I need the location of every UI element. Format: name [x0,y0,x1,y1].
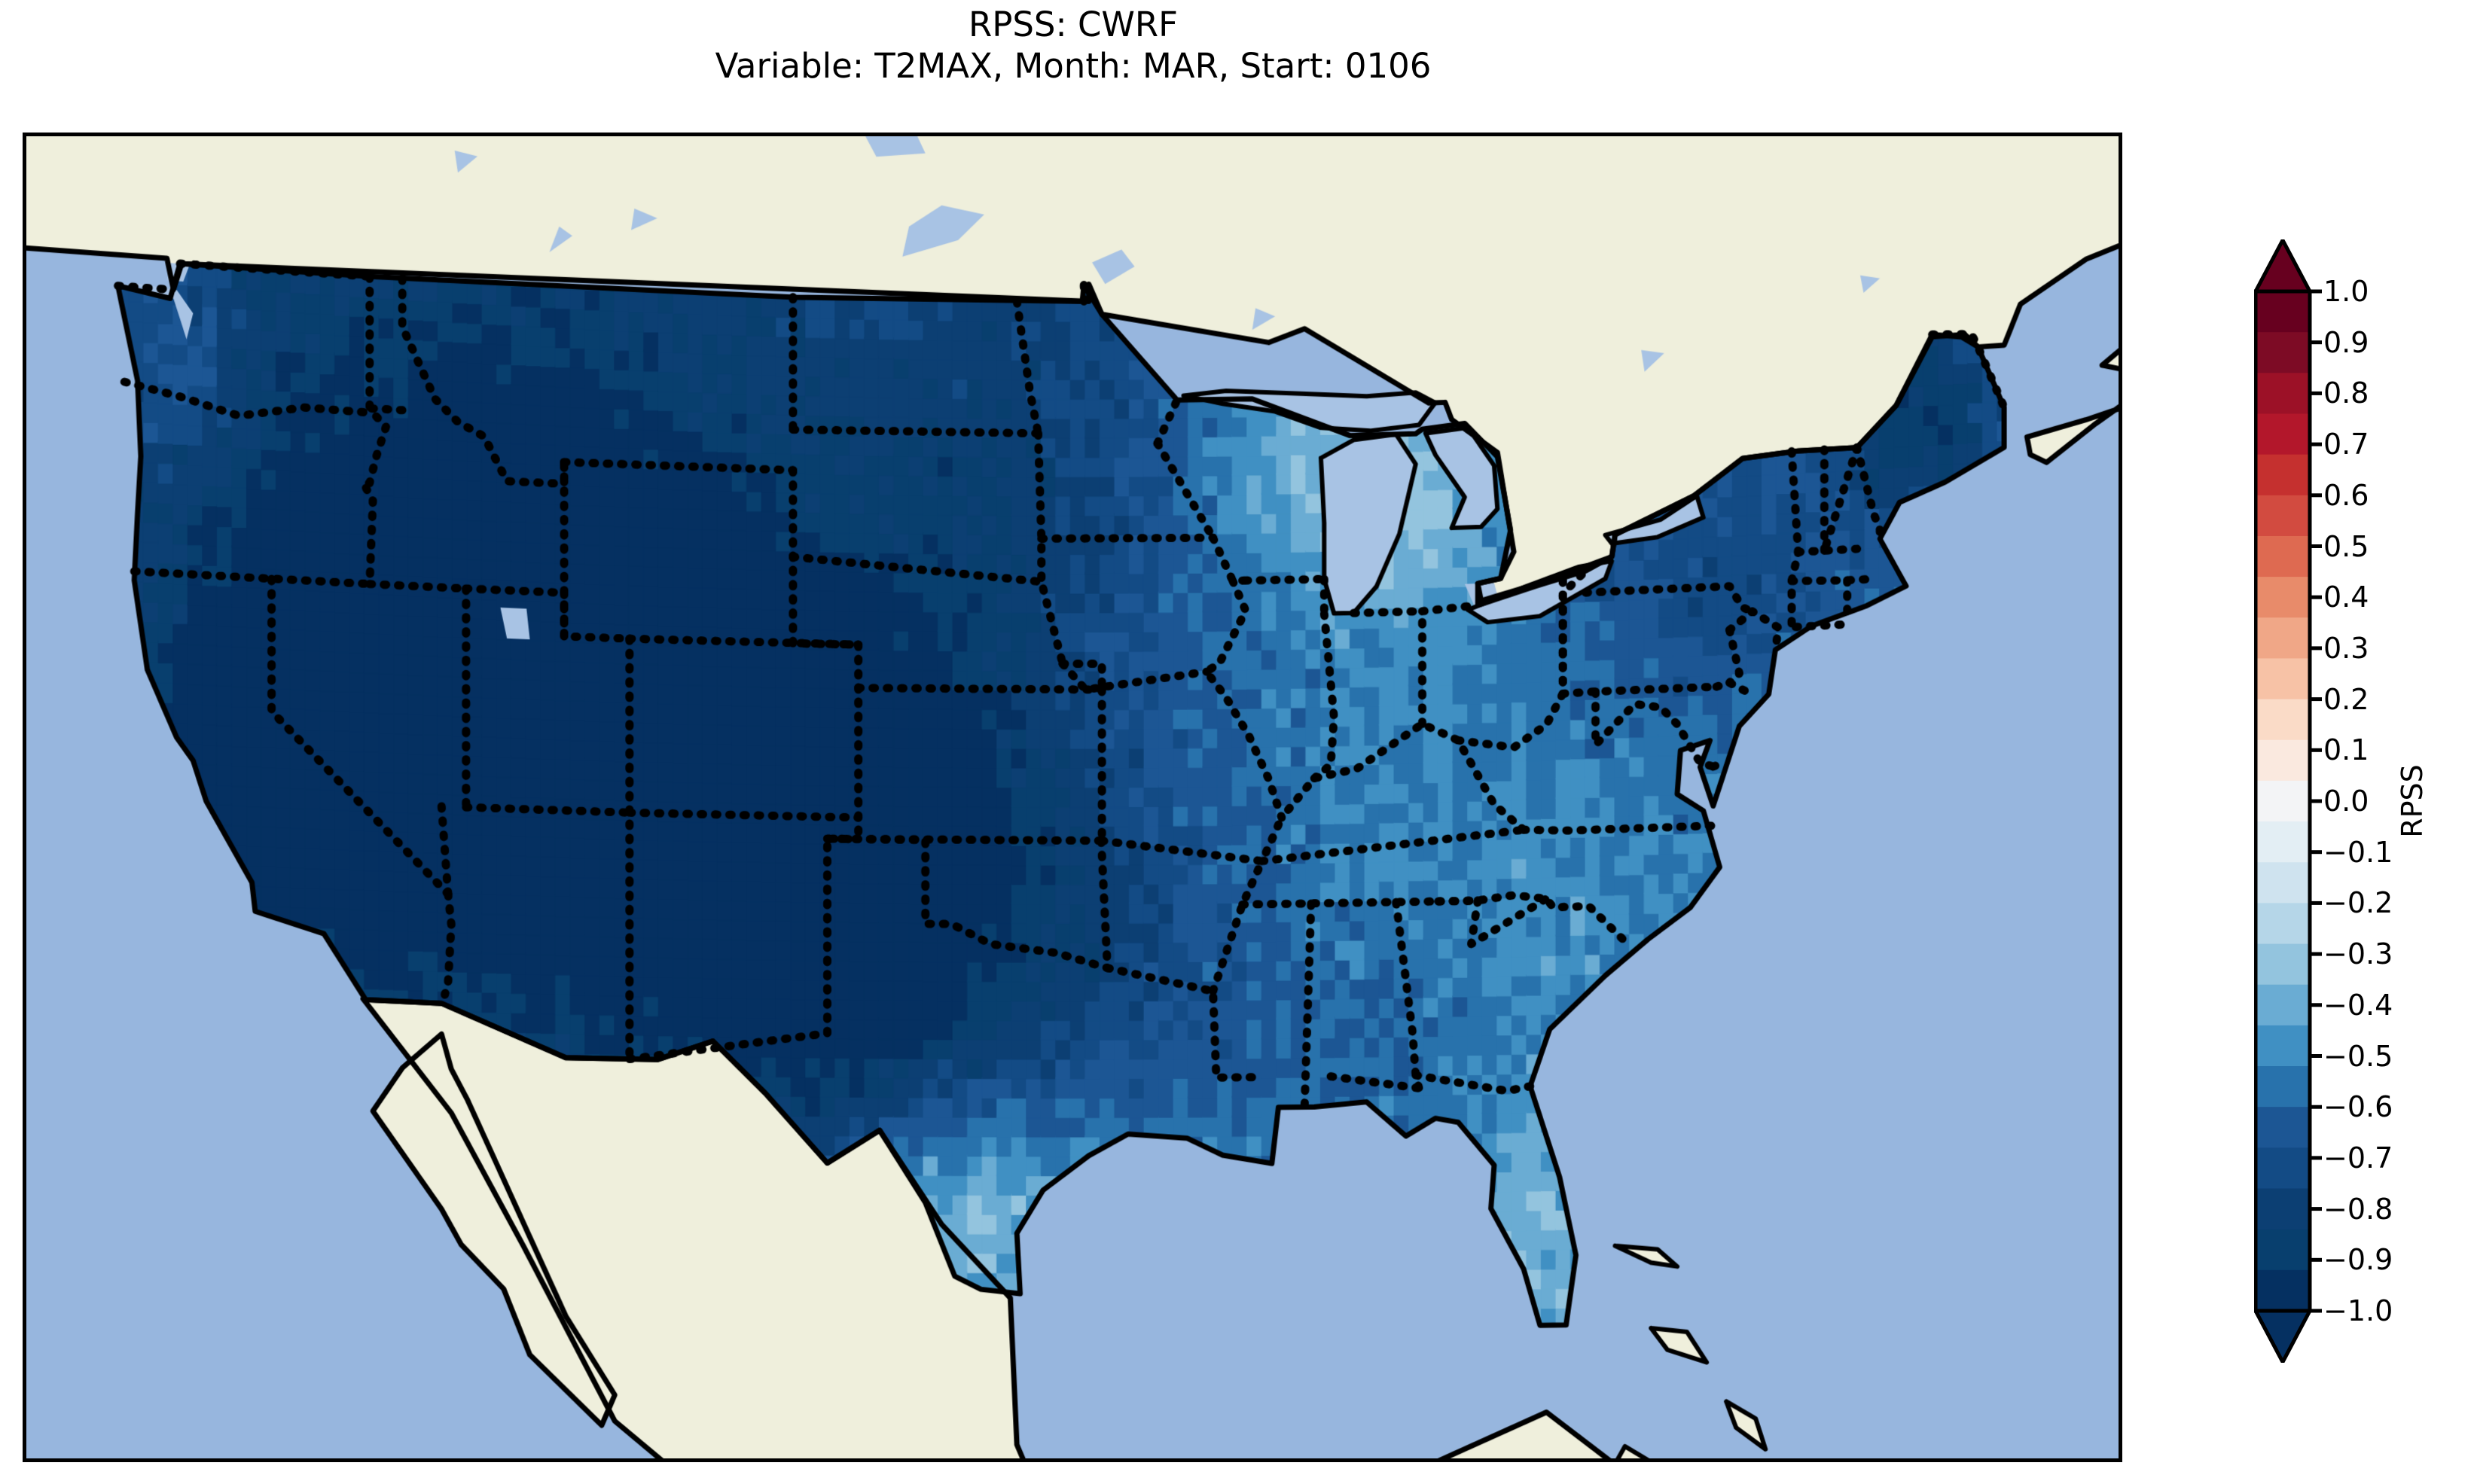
colorbar-tick-label: 0.3 [2323,631,2369,665]
colorbar: 1.0 0.9 0.8 0.7 0.6 0.5 0.4 0.3 0.2 0.1 0.0 −0.1 −0.… [2254,239,2474,1363]
colorbar-tick-label: 0.8 [2323,376,2369,410]
colorbar-tick-label: −0.9 [2323,1243,2393,1277]
colorbar-gradient [2254,239,2322,1363]
colorbar-tick-label: −0.1 [2323,835,2393,869]
colorbar-tick-label: −0.3 [2323,937,2393,971]
title-line-2: Variable: T2MAX, Month: MAR, Start: 0106 [715,45,1432,86]
colorbar-tick-label: 0.7 [2323,428,2369,462]
colorbar-tick-label: −0.2 [2323,886,2393,920]
colorbar-tick-label: −0.5 [2323,1039,2393,1073]
colorbar-tick-label: −0.8 [2323,1192,2393,1226]
colorbar-tick-label: −1.0 [2323,1294,2393,1327]
colorbar-tick-label: −0.6 [2323,1090,2393,1124]
colorbar-axis-label: RPSS [2396,764,2429,838]
colorbar-tick-label: 0.5 [2323,529,2369,563]
title-line-1: RPSS: CWRF [968,5,1179,44]
colorbar-tick-label: 0.4 [2323,580,2369,614]
colorbar-tick-label: 0.9 [2323,325,2369,359]
rpss-heatmap-raster [26,136,2119,1458]
chart-title: RPSS: CWRF Variable: T2MAX, Month: MAR, … [23,5,2124,87]
colorbar-tick-label: 0.6 [2323,478,2369,512]
colorbar-tick-label: 0.0 [2323,785,2369,818]
colorbar-tick-label: −0.7 [2323,1141,2393,1175]
colorbar-tick-label: 1.0 [2323,275,2369,308]
colorbar-tick-labels: 1.0 0.9 0.8 0.7 0.6 0.5 0.4 0.3 0.2 0.1 0.0 −0.1 −0.… [2323,239,2429,1363]
colorbar-tick-label: 0.1 [2323,733,2369,767]
colorbar-tick-label: 0.2 [2323,682,2369,716]
colorbar-tick-label: −0.4 [2323,988,2393,1022]
map-plot-area [23,133,2122,1462]
